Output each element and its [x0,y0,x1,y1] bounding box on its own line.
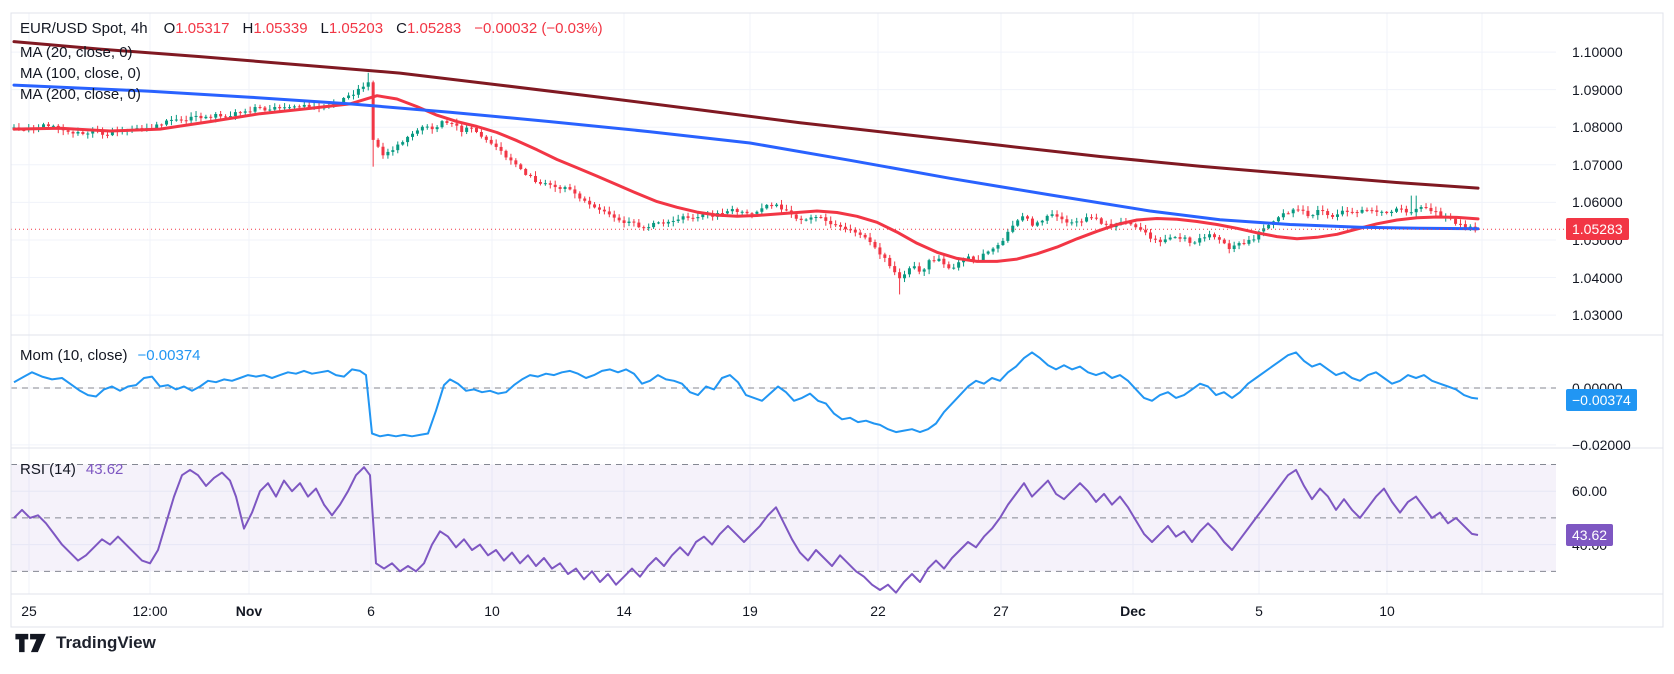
rsi-legend[interactable]: RSI (14) 43.62 [20,460,123,480]
time-axis-label: 19 [742,603,758,619]
price-tick-label: 1.06000 [1572,194,1623,211]
ohlc-open-key: O [163,20,176,37]
momentum-legend-label: Mom (10, close) [20,347,128,364]
time-axis-label: 10 [484,603,500,619]
momentum-tick-label: −0.02000 [1572,436,1631,453]
rsi-legend-value: 43.62 [85,461,124,478]
ohlc-low: L1.05203 [321,19,384,39]
last-price-badge: 1.05283 [1566,218,1629,240]
momentum-value-badge: −0.00374 [1566,389,1637,411]
ohlc-high: H1.05339 [242,19,307,39]
price-tick-label: 1.10000 [1572,44,1623,61]
time-axis-label: 14 [616,603,632,619]
ohlc-close-key: C [396,20,407,37]
ohlc-low-key: L [320,20,329,37]
price-tick-label: 1.08000 [1572,119,1623,136]
time-axis-label: 6 [367,603,375,619]
price-axis[interactable]: 1.100001.090001.080001.070001.060001.050… [1556,13,1663,594]
momentum-legend[interactable]: Mom (10, close) −0.00374 [20,346,201,366]
price-tick-label: 1.07000 [1572,156,1623,173]
rsi-value-badge: 43.62 [1566,524,1614,546]
ma20-legend[interactable]: MA (20, close, 0) [20,44,133,61]
chart-header: EUR/USD Spot, 4h O1.05317 H1.05339 L1.05… [20,19,603,39]
ohlc-close: C1.05283 [396,19,461,39]
symbol-title[interactable]: EUR/USD Spot, 4h [20,20,148,37]
price-tick-label: 1.03000 [1572,307,1623,324]
tradingview-logo-icon [15,633,46,653]
time-axis-label: 25 [21,603,37,619]
tradingview-logo-text: TradingView [56,633,156,652]
ohlc-low-value: 1.05203 [328,20,384,37]
ohlc-high-value: 1.05339 [253,20,308,37]
ohlc-open-value: 1.05317 [175,20,230,37]
ma200-legend[interactable]: MA (200, close, 0) [20,86,141,103]
change-value: −0.00032 (−0.03%) [474,20,603,37]
price-tick-label: 1.04000 [1572,269,1623,286]
time-axis-label: 22 [870,603,886,619]
time-axis-label: Dec [1120,603,1146,619]
time-axis-label: 27 [993,603,1009,619]
price-tick-label: 1.09000 [1572,81,1623,98]
ohlc-high-key: H [242,20,254,37]
ohlc-close-value: 1.05283 [406,20,462,37]
ma100-legend[interactable]: MA (100, close, 0) [20,65,141,82]
ohlc-open: O1.05317 [164,19,230,39]
time-axis[interactable]: 25 12:00 Nov 6 10 14 19 22 27 Dec 5 10 [11,594,1556,627]
time-axis-label: 5 [1255,603,1263,619]
rsi-legend-label: RSI (14) [20,461,76,478]
time-axis-label: 12:00 [132,603,168,619]
time-axis-label: 10 [1379,603,1395,619]
tradingview-logo[interactable]: TradingView [14,632,156,654]
time-axis-label: Nov [235,603,263,619]
momentum-legend-value: −0.00374 [137,347,201,364]
rsi-tick-label: 60.00 [1572,483,1608,500]
